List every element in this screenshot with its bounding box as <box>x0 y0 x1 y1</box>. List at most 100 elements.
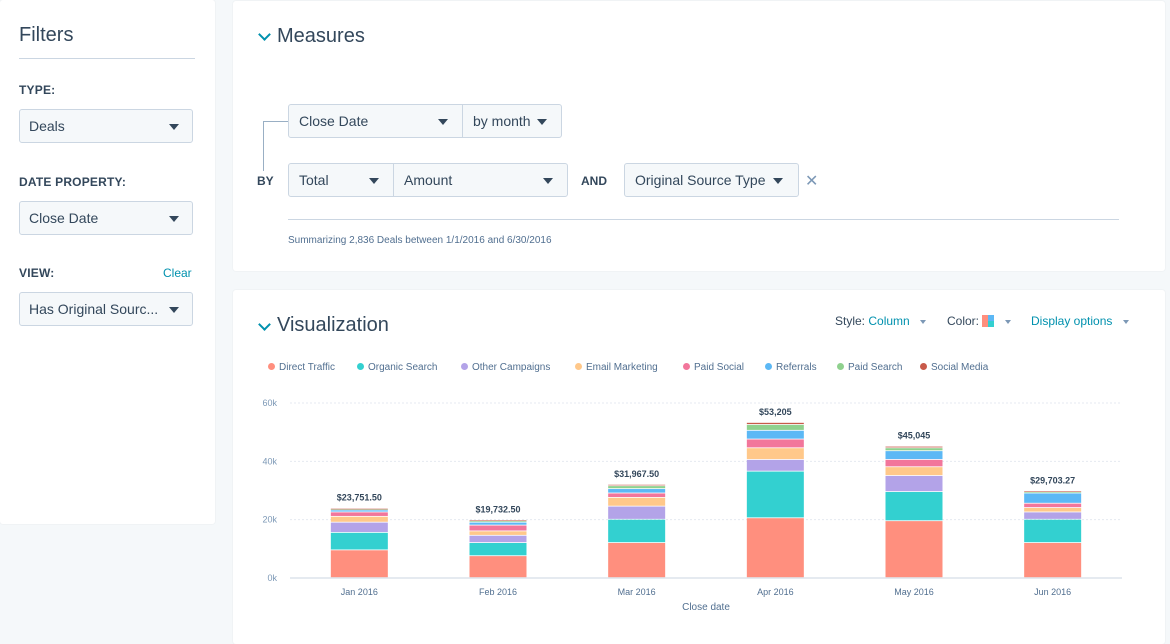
date-property-select[interactable]: Close Date <box>19 201 193 235</box>
bar-segment <box>608 497 666 506</box>
bar-segment <box>469 531 527 535</box>
period-value: by month <box>473 113 531 129</box>
bar-total-label: $19,732.50 <box>475 504 520 514</box>
stacked-column-chart: 0k 20k 40k 60k $23,751.50 Jan 2016 $19,732.50 F… <box>262 398 1122 613</box>
color-palette-icon <box>982 315 995 327</box>
legend-label: Paid Search <box>848 362 903 373</box>
chevron-down-icon <box>773 178 783 184</box>
legend-label: Email Marketing <box>586 362 658 373</box>
bar-total-label: $31,967.50 <box>614 469 659 479</box>
bar-segment <box>1024 491 1082 493</box>
bar-segment <box>885 451 943 460</box>
breakdown-value: Original Source Type <box>635 172 766 188</box>
chevron-down-icon <box>1122 319 1129 324</box>
x-tick-label: Apr 2016 <box>757 587 794 597</box>
date-property-select-value: Close Date <box>29 210 99 226</box>
collapse-measures-chevron-icon[interactable] <box>258 28 271 41</box>
filters-panel: Filters TYPE: Deals DATE PROPERTY: Close… <box>0 0 215 524</box>
type-label: TYPE: <box>19 83 56 97</box>
chevron-down-icon <box>1004 319 1011 324</box>
remove-breakdown-icon[interactable]: ✕ <box>805 173 819 190</box>
bar-segment <box>608 489 666 493</box>
bar-segment <box>1024 508 1082 512</box>
legend-label: Social Media <box>931 362 989 373</box>
legend-dot-icon <box>765 363 772 370</box>
chevron-down-icon <box>537 119 547 125</box>
chevron-down-icon <box>369 178 379 184</box>
view-select[interactable]: Has Original Sourc... <box>19 292 193 326</box>
aggregate-select[interactable]: Total <box>288 163 394 197</box>
legend-item[interactable]: Email Marketing <box>575 362 658 373</box>
measures-panel: Measures Close Date by month BY Total Am… <box>233 1 1165 271</box>
legend-label: Other Campaigns <box>472 362 551 373</box>
clear-view-link[interactable]: Clear <box>163 266 192 280</box>
bar-segment <box>746 518 804 578</box>
summary-text: Summarizing 2,836 Deals between 1/1/2016… <box>288 235 552 246</box>
period-select[interactable]: by month <box>462 104 562 138</box>
measures-title: Measures <box>277 25 365 47</box>
x-tick-label: Mar 2016 <box>618 587 656 597</box>
legend-label: Paid Social <box>694 362 745 373</box>
legend-item[interactable]: Referrals <box>765 362 817 373</box>
bar-segment <box>469 556 527 578</box>
date-property-label: DATE PROPERTY: <box>19 175 127 189</box>
bar-segment <box>746 422 804 425</box>
bar-segment <box>330 516 388 522</box>
date-field-value: Close Date <box>299 113 369 129</box>
style-value[interactable]: Column <box>868 314 910 328</box>
breakdown-select[interactable]: Original Source Type <box>624 163 799 197</box>
bar-segment <box>608 484 666 486</box>
chevron-down-icon <box>169 124 179 130</box>
legend-dot-icon <box>575 363 582 370</box>
x-tick-label: Feb 2016 <box>479 587 517 597</box>
display-options-label[interactable]: Display options <box>1031 314 1113 328</box>
chevron-down-icon <box>438 119 448 125</box>
style-option[interactable]: Style: Column <box>835 314 927 328</box>
date-field-select[interactable]: Close Date <box>288 104 463 138</box>
legend-label: Organic Search <box>368 362 438 373</box>
chevron-down-icon <box>543 178 553 184</box>
bar-segment <box>1024 512 1082 519</box>
bar-segment <box>469 525 527 531</box>
color-option[interactable]: Color: <box>947 314 1011 328</box>
type-select-value: Deals <box>29 118 65 134</box>
legend-dot-icon <box>837 363 844 370</box>
legend-item[interactable]: Social Media <box>920 362 988 373</box>
metric-select[interactable]: Amount <box>393 163 568 197</box>
filters-divider <box>19 58 195 59</box>
bar-segment <box>608 506 666 519</box>
legend-item[interactable]: Organic Search <box>357 362 437 373</box>
bar-segment <box>330 512 388 516</box>
bar-total-label: $53,205 <box>759 407 792 417</box>
bar-segment <box>330 509 388 510</box>
legend-dot-icon <box>920 363 927 370</box>
bar-segment <box>608 519 666 543</box>
legend-item[interactable]: Paid Social <box>683 362 744 373</box>
type-select[interactable]: Deals <box>19 109 193 143</box>
aggregate-value: Total <box>299 172 329 188</box>
legend-item[interactable]: Paid Search <box>837 362 902 373</box>
bar-segment <box>608 486 666 489</box>
bar-segment <box>746 448 804 460</box>
y-tick-label: 20k <box>262 515 277 525</box>
view-label: VIEW: <box>19 266 55 280</box>
bar-segment <box>1024 493 1082 503</box>
x-tick-label: Jun 2016 <box>1034 587 1071 597</box>
display-options[interactable]: Display options <box>1031 314 1129 328</box>
filters-title: Filters <box>19 24 74 46</box>
bar-segment <box>330 522 388 532</box>
bar-segment <box>885 446 943 448</box>
bar-total-label: $23,751.50 <box>337 493 382 503</box>
bar-segment <box>746 430 804 439</box>
chevron-down-icon <box>169 216 179 222</box>
view-select-value: Has Original Sourc... <box>29 301 159 317</box>
bar-segment <box>1024 491 1082 492</box>
bar-segment <box>469 520 527 522</box>
y-tick-label: 40k <box>262 456 277 466</box>
legend-item[interactable]: Direct Traffic <box>268 362 335 373</box>
x-tick-label: May 2016 <box>894 587 934 597</box>
legend-item[interactable]: Other Campaigns <box>461 362 550 373</box>
bar-segment <box>469 521 527 522</box>
bar-segment <box>746 471 804 518</box>
legend-dot-icon <box>268 363 275 370</box>
